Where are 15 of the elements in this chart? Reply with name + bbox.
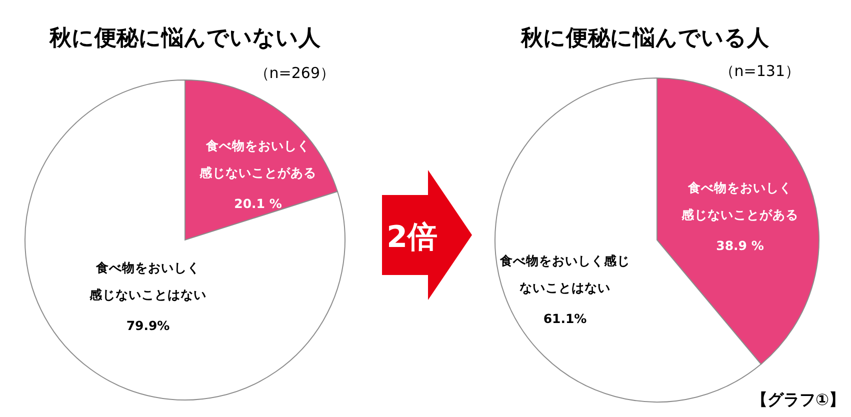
text: 【グラフ①】: [751, 390, 845, 409]
pie-slice: [24, 80, 346, 400]
slice-label: 食べ物をおいしく感じないことがある: [680, 180, 798, 222]
data-label: 79.9%: [126, 318, 170, 333]
chart-title: 秋に便秘に悩んでいない人: [48, 26, 322, 51]
slice-label: 食べ物をおいしく感じないことはない: [88, 260, 206, 302]
data-label: 20.1 %: [234, 196, 282, 211]
data-label: 38.9 %: [716, 238, 764, 253]
chart-title: 秋に便秘に悩んでいる人: [520, 26, 770, 51]
data-label: 61.1%: [543, 311, 588, 326]
chart-subtitle: （n=269）: [254, 64, 335, 82]
slice-label: 食べ物をおいしく感じないことはない: [499, 253, 630, 295]
text: 2倍: [386, 220, 438, 255]
slice-label: 食べ物をおいしく感じないことがある: [198, 138, 316, 180]
chart-subtitle: （n=131）: [719, 62, 800, 80]
